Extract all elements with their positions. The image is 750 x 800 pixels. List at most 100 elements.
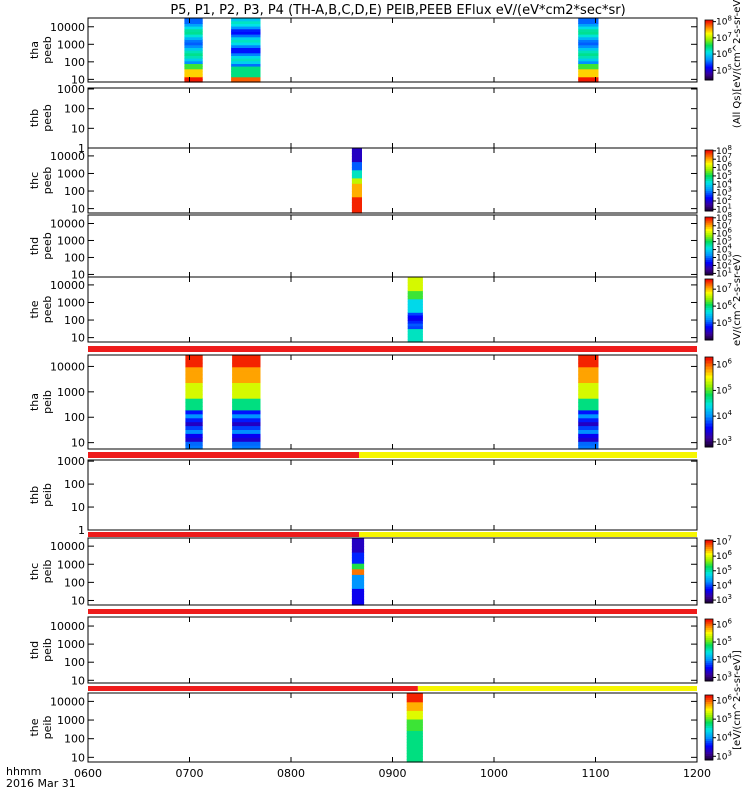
colorbar-cell xyxy=(705,429,713,433)
data-cell xyxy=(184,66,203,70)
colorbar-cell xyxy=(705,305,713,308)
colorbar-cell xyxy=(705,582,713,585)
data-block xyxy=(407,277,423,343)
panel-probe-label: tha xyxy=(28,393,41,411)
colorbar-cell xyxy=(705,757,713,761)
colorbar-tick-label: 106 xyxy=(716,299,732,312)
colorbar-cell xyxy=(705,184,713,188)
colorbar-cell xyxy=(705,441,713,445)
panel-quantity-label: peeb xyxy=(41,104,54,132)
colorbar-tick-label: 107 xyxy=(716,219,732,232)
colorbar-tick-label: 108 xyxy=(716,15,732,28)
data-cell xyxy=(185,402,203,407)
data-cell xyxy=(578,386,599,391)
colorbar-frame xyxy=(704,539,714,604)
colorbar-cell xyxy=(705,625,713,628)
colorbar-cell xyxy=(705,637,713,641)
data-cell xyxy=(407,293,423,297)
colorbar-cell xyxy=(705,584,713,587)
figure-title: P5, P1, P2, P3, P4 (TH-A,B,C,D,E) PEIB,P… xyxy=(170,3,625,18)
colorbar-tick-label: 103 xyxy=(716,670,732,683)
data-cell xyxy=(184,47,203,51)
colorbar-tick-label: 106 xyxy=(716,549,732,562)
colorbar-cell xyxy=(705,291,713,294)
colorbar-cell xyxy=(705,311,713,314)
colorbar-cell xyxy=(705,705,713,709)
colorbar-cell xyxy=(705,70,713,73)
colorbar-tick-label: 106 xyxy=(716,161,732,174)
data-block xyxy=(351,148,362,214)
data-cell xyxy=(185,362,203,368)
data-cell xyxy=(351,153,362,157)
colorbar-cell xyxy=(705,544,713,547)
y-tick-label: 1000 xyxy=(57,638,85,651)
colorbar-cell xyxy=(705,196,713,200)
data-cell xyxy=(407,320,423,324)
data-cell xyxy=(231,71,261,75)
status-bar xyxy=(88,609,697,614)
panel-frame xyxy=(87,616,698,684)
y-tick-label: 1000 xyxy=(57,455,85,468)
colorbar-cell xyxy=(705,664,713,668)
colorbar-cell xyxy=(705,249,713,253)
colorbar-cell xyxy=(705,160,713,163)
data-cell xyxy=(184,31,203,35)
status-bar xyxy=(88,346,697,352)
panel-quantity-label: peib xyxy=(41,483,54,507)
colorbar-cell xyxy=(705,204,713,208)
data-cell xyxy=(406,753,423,757)
data-block xyxy=(351,538,365,606)
colorbar-cell xyxy=(705,46,713,49)
colorbar-tick-label: 104 xyxy=(716,243,732,256)
x-tick-label: 0600 xyxy=(74,767,102,780)
colorbar-cell xyxy=(705,76,713,79)
data-cell xyxy=(406,716,423,720)
colorbar-tick-label: 104 xyxy=(716,578,732,591)
colorbar-tick-label: 104 xyxy=(716,409,732,422)
data-cell xyxy=(185,355,203,360)
y-tick-label: 10000 xyxy=(50,540,85,553)
colorbar-cell xyxy=(705,396,713,400)
data-cell xyxy=(185,370,203,376)
colorbar-cell xyxy=(705,154,713,157)
data-cell xyxy=(185,425,203,430)
data-cell xyxy=(185,378,203,383)
panel-quantity-label: peeb xyxy=(41,36,54,64)
y-tick-label: 10 xyxy=(71,437,85,450)
data-cell xyxy=(406,744,423,749)
colorbar-cell xyxy=(705,52,713,55)
data-cell xyxy=(578,31,599,35)
y-tick-label: 10000 xyxy=(50,150,85,163)
colorbar-cell xyxy=(705,257,713,260)
data-cell xyxy=(578,28,599,32)
data-cell xyxy=(231,42,261,46)
colorbar-cell xyxy=(705,38,713,41)
data-cell xyxy=(231,47,261,51)
data-cell xyxy=(578,68,599,72)
data-cell xyxy=(232,355,261,360)
y-tick-label: 100 xyxy=(64,478,85,491)
panel-frame xyxy=(87,692,698,763)
data-cell xyxy=(407,333,423,338)
data-cell xyxy=(184,34,203,38)
colorbar-cell xyxy=(705,747,713,750)
data-cell xyxy=(406,721,423,726)
colorbar-cell xyxy=(705,721,713,724)
colorbar-cell xyxy=(705,170,713,173)
colorbar-cell xyxy=(705,36,713,39)
data-cell xyxy=(578,398,599,403)
colorbar-cell xyxy=(705,164,713,167)
panel-frame xyxy=(87,17,698,83)
y-tick-label: 100 xyxy=(64,733,85,746)
colorbar-cell xyxy=(705,24,713,27)
data-cell xyxy=(231,52,261,56)
colorbar: 103 104 105 106 xyxy=(704,617,732,683)
colorbar-cell xyxy=(705,74,713,77)
colorbar-cell xyxy=(705,188,713,192)
y-tick-label: 10000 xyxy=(50,217,85,230)
colorbar-cell xyxy=(705,307,713,310)
colorbar-cell xyxy=(705,222,713,226)
colorbar-cell xyxy=(705,234,713,237)
data-cell xyxy=(406,741,423,746)
